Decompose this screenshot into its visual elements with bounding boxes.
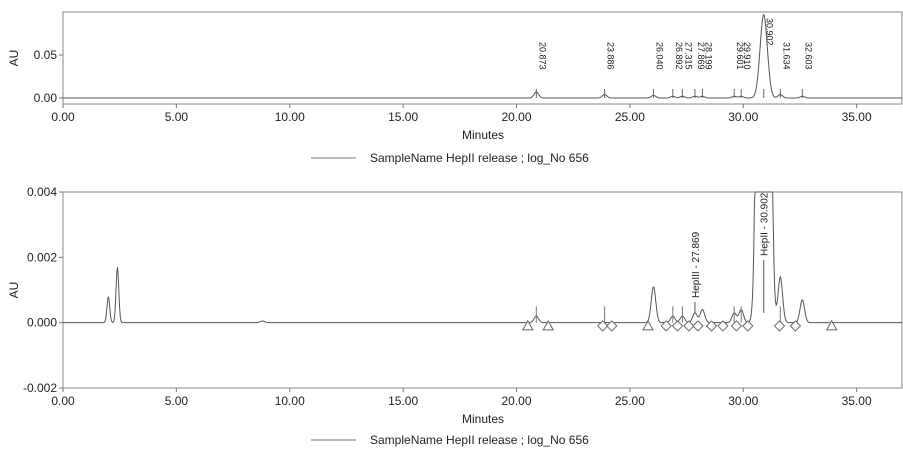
x-tick-label: 5.00	[165, 394, 189, 408]
integration-diamond	[705, 320, 718, 332]
x-tick-label: 20.00	[501, 110, 531, 124]
bottom-y-axis-label: AU	[7, 282, 21, 299]
bottom-legend-label: SampleName HepII release ; log_No 656	[370, 433, 589, 447]
top-y-ticks: 0.00 0.05	[34, 48, 63, 105]
y-tick-label: -0.002	[23, 381, 57, 395]
integration-diamond	[671, 320, 684, 332]
bottom-integration-markers	[522, 306, 838, 332]
x-tick-label: 15.00	[388, 110, 418, 124]
integration-triangle	[542, 319, 555, 331]
peak-label: 28.199	[703, 42, 713, 70]
integration-triangle	[825, 319, 838, 331]
top-x-axis-label: Minutes	[462, 128, 504, 142]
integration-diamond	[606, 320, 618, 332]
y-tick-label: 0.000	[27, 316, 57, 330]
x-tick-label: 30.00	[728, 394, 758, 408]
peak-annotation: HepIII - 27.869	[691, 231, 702, 298]
bottom-series-line	[63, 191, 902, 324]
top-x-ticks: 0.00 5.00 10.00 15.00 20.00 25.00 30.00 35.00	[51, 104, 872, 124]
x-tick-label: 10.00	[275, 110, 305, 124]
peak-label: 29.601	[735, 42, 745, 70]
bottom-y-ticks: -0.002 0.000 0.002 0.004	[23, 185, 63, 395]
top-peak-labels: 20.873 23.886 26.040 26.892 27.315 27.86928.1…	[535, 18, 813, 98]
peak-label: 31.634	[781, 42, 791, 70]
y-tick-label: 0.05	[34, 48, 58, 62]
integration-diamond	[730, 320, 743, 332]
integration-diamond	[717, 320, 729, 332]
integration-diamond	[789, 320, 802, 332]
x-tick-label: 0.00	[51, 394, 75, 408]
peak-label: 29.910	[742, 42, 752, 70]
integration-diamond	[742, 320, 754, 332]
peak-label: 26.892	[674, 42, 684, 70]
x-tick-label: 35.00	[842, 110, 872, 124]
peak-label: 26.040	[654, 42, 664, 70]
bottom-x-axis-label: Minutes	[462, 412, 504, 426]
integration-diamond	[683, 320, 695, 332]
peak-label: 20.873	[537, 42, 547, 70]
bottom-plot-frame	[62, 191, 903, 389]
x-tick-label: 30.00	[728, 110, 758, 124]
integration-triangle	[522, 319, 534, 331]
integration-diamond	[660, 320, 672, 332]
x-tick-label: 25.00	[615, 394, 645, 408]
top-legend-label: SampleName HepII release ; log_No 656	[370, 151, 589, 165]
x-tick-label: 20.00	[501, 394, 531, 408]
top-series-line	[63, 13, 902, 99]
x-tick-label: 10.00	[275, 394, 305, 408]
x-tick-label: 15.00	[388, 394, 418, 408]
x-tick-label: 25.00	[615, 110, 645, 124]
integration-triangle	[642, 319, 654, 331]
bottom-chart: -0.002 0.000 0.002 0.004 0.00 5.00 10.00 15.00…	[7, 185, 903, 447]
x-tick-label: 0.00	[51, 110, 75, 124]
peak-label: 23.886	[606, 42, 616, 70]
y-tick-label: 0.004	[27, 185, 57, 199]
integration-diamond	[692, 320, 704, 332]
peak-label: 30.902	[765, 18, 775, 46]
top-y-axis-label: AU	[7, 50, 21, 67]
bottom-x-ticks: 0.00 5.00 10.00 15.00 20.00 25.00 30.00 35.00	[51, 388, 872, 408]
top-chart: 0.00 0.05 0.00 5.00 10.00 15.00 20.00 25.00 30.…	[7, 11, 903, 165]
y-tick-label: 0.00	[34, 91, 58, 105]
top-plot-frame	[62, 11, 903, 105]
bottom-annotations: HepIII - 27.869 HepII - 30.902	[691, 192, 771, 313]
peak-label: 27.869	[696, 42, 706, 70]
integration-diamond	[773, 320, 786, 332]
peak-label: 32.603	[803, 42, 813, 70]
peak-annotation: HepII - 30.902	[760, 192, 771, 256]
y-tick-label: 0.002	[27, 250, 57, 264]
x-tick-label: 5.00	[165, 110, 189, 124]
peak-label: 27.315	[683, 42, 693, 70]
integration-diamond	[596, 320, 609, 332]
x-tick-label: 35.00	[842, 394, 872, 408]
